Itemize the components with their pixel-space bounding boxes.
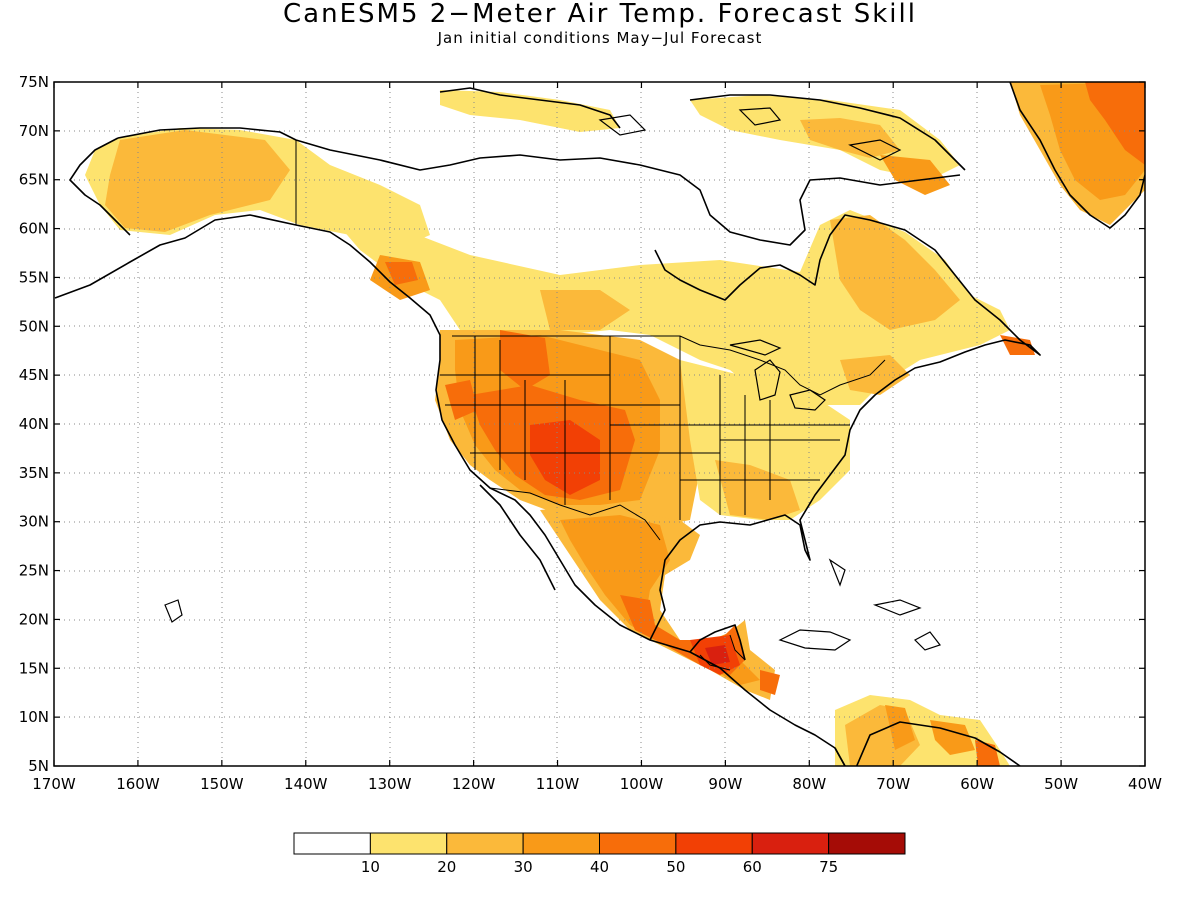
lat-tick-label: 60N (19, 220, 49, 238)
lat-tick-label: 70N (19, 122, 49, 140)
colorbar-swatch (828, 832, 906, 855)
colorbar-label: 20 (437, 858, 456, 876)
lat-tick-label: 10N (19, 708, 49, 726)
lon-tick-label: 150W (200, 775, 244, 793)
lat-tick-label: 75N (19, 73, 49, 91)
colorbar-label: 30 (514, 858, 533, 876)
lat-tick-label: 35N (19, 464, 49, 482)
lon-tick-label: 170W (32, 775, 76, 793)
lon-tick-label: 80W (792, 775, 826, 793)
colorbar-label: 75 (819, 858, 838, 876)
lat-tick-label: 30N (19, 513, 49, 531)
lon-tick-label: 100W (620, 775, 664, 793)
lon-tick-label: 50W (1044, 775, 1078, 793)
lon-tick-label: 130W (368, 775, 412, 793)
lat-tick-label: 55N (19, 268, 49, 286)
colorbar-label: 60 (743, 858, 762, 876)
lat-tick-label: 45N (19, 366, 49, 384)
lakes-and-islands (164, 107, 941, 651)
lat-tick-label: 25N (19, 562, 49, 580)
lon-tick-label: 160W (116, 775, 160, 793)
colorbar-label: 10 (361, 858, 380, 876)
colorbar-swatch (599, 832, 677, 855)
lon-tick-label: 140W (284, 775, 328, 793)
map-subtitle: Jan initial conditions May−Jul Forecast (437, 29, 763, 47)
colorbar-label: 50 (666, 858, 685, 876)
lon-tick-label: 70W (876, 775, 910, 793)
political-borders (295, 140, 886, 671)
lon-tick-label: 60W (960, 775, 994, 793)
lon-tick-label: 40W (1128, 775, 1162, 793)
colorbar-swatch (522, 832, 600, 855)
lat-tick-label: 50N (19, 317, 49, 335)
colorbar: 10 20 30 40 50 60 75 (293, 832, 906, 876)
colorbar-label: 40 (590, 858, 609, 876)
lon-tick-label: 110W (536, 775, 580, 793)
lat-tick-label: 20N (19, 610, 49, 628)
map-title: CanESM5 2−Meter Air Temp. Forecast Skill (283, 0, 917, 29)
map-plot-area (54, 82, 1145, 766)
lat-tick-label: 40N (19, 415, 49, 433)
colorbar-swatch (293, 832, 371, 855)
lat-tick-label: 5N (28, 757, 49, 775)
lon-tick-label: 90W (708, 775, 742, 793)
colorbar-swatch (446, 832, 524, 855)
skill-shading (85, 82, 1145, 766)
lon-tick-label: 120W (452, 775, 496, 793)
colorbar-swatch (369, 832, 448, 855)
lat-tick-label: 15N (19, 659, 49, 677)
colorbar-swatch (675, 832, 753, 855)
colorbar-swatch (751, 832, 830, 855)
axis-ticks: 170W 160W 150W 140W 130W 120W 110W 100W 90W 80W 70… (19, 73, 1162, 793)
lat-tick-label: 65N (19, 171, 49, 189)
